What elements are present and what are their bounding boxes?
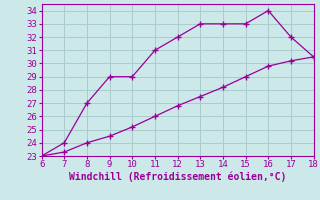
- X-axis label: Windchill (Refroidissement éolien,°C): Windchill (Refroidissement éolien,°C): [69, 172, 286, 182]
